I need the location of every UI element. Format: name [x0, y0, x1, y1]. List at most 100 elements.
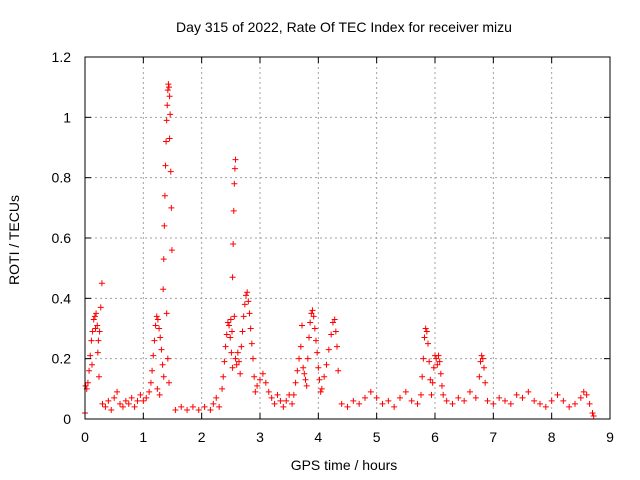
data-point [163, 310, 170, 317]
data-point [419, 373, 426, 380]
data-point [421, 334, 428, 341]
data-point [580, 388, 587, 395]
y-tick-label: 0.8 [52, 170, 72, 186]
data-point [172, 406, 179, 413]
data-point [590, 412, 597, 419]
data-point [226, 322, 233, 329]
y-axis-label: ROTI / TECUs [6, 195, 22, 285]
data-point [105, 397, 112, 404]
data-point [86, 367, 93, 374]
data-point [94, 349, 101, 356]
data-point [167, 168, 174, 175]
data-point [338, 400, 345, 407]
data-point [96, 328, 103, 335]
data-point [241, 301, 248, 308]
x-tick-label: 3 [256, 429, 264, 445]
data-point [239, 328, 246, 335]
data-point [311, 325, 318, 332]
data-point [248, 340, 255, 347]
data-point [262, 379, 269, 386]
data-point [153, 313, 160, 320]
data-point [230, 241, 237, 248]
data-point [472, 394, 479, 401]
data-point [289, 400, 296, 407]
data-point [236, 358, 242, 365]
data-point [230, 207, 237, 214]
data-point [244, 289, 251, 296]
data-point [159, 361, 166, 368]
data-point [583, 391, 590, 398]
data-point [88, 337, 95, 344]
data-point [164, 87, 171, 94]
data-point [93, 310, 100, 317]
data-point [434, 361, 441, 368]
data-point [513, 391, 520, 398]
data-point [178, 403, 185, 410]
data-point [156, 391, 163, 398]
data-point [164, 102, 171, 109]
data-point [397, 394, 403, 401]
data-point [102, 403, 109, 410]
data-point [379, 400, 386, 407]
data-point [137, 391, 144, 398]
data-point [163, 117, 170, 124]
data-point [367, 388, 374, 395]
data-point [356, 400, 363, 407]
data-point [82, 382, 89, 389]
data-point [304, 355, 311, 362]
data-point [247, 325, 254, 332]
data-point [111, 394, 118, 401]
data-point [314, 349, 321, 356]
x-tick-label: 7 [489, 429, 497, 445]
data-point [496, 394, 503, 401]
data-point [297, 343, 304, 350]
data-point [334, 343, 340, 350]
data-point [125, 400, 132, 407]
data-point [97, 304, 104, 311]
data-point [150, 352, 157, 359]
data-point [577, 394, 584, 401]
data-point [586, 400, 593, 407]
data-point [158, 346, 165, 353]
data-point [435, 352, 442, 359]
data-point [245, 298, 252, 305]
data-point [323, 361, 330, 368]
data-point [484, 397, 491, 404]
data-point [131, 403, 138, 410]
data-point [481, 364, 487, 371]
data-point [329, 319, 336, 326]
data-point [422, 325, 429, 332]
data-point [231, 180, 238, 187]
data-point [162, 162, 169, 169]
data-point [318, 385, 325, 392]
grid-lines [85, 57, 610, 419]
data-point [589, 409, 596, 416]
data-point [168, 204, 175, 211]
data-point [436, 358, 443, 365]
data-point [317, 388, 324, 395]
data-point [477, 358, 484, 365]
data-point [210, 400, 217, 407]
data-point [490, 400, 497, 407]
data-point [157, 334, 164, 341]
data-point [165, 81, 172, 88]
data-point [221, 358, 228, 365]
data-point [271, 400, 278, 407]
data-point [161, 222, 168, 229]
data-point [560, 397, 567, 404]
data-point [152, 322, 159, 329]
data-point [274, 391, 281, 398]
data-point [307, 319, 314, 326]
data-point [195, 406, 202, 413]
data-point [146, 388, 153, 395]
data-point [257, 376, 263, 383]
data-point [302, 376, 309, 383]
data-point [147, 379, 154, 386]
data-point [119, 403, 126, 410]
data-point [328, 331, 335, 338]
data-point [166, 93, 173, 100]
data-point [335, 367, 342, 374]
data-point [296, 355, 303, 362]
data-point [232, 355, 239, 362]
data-point [251, 373, 258, 380]
